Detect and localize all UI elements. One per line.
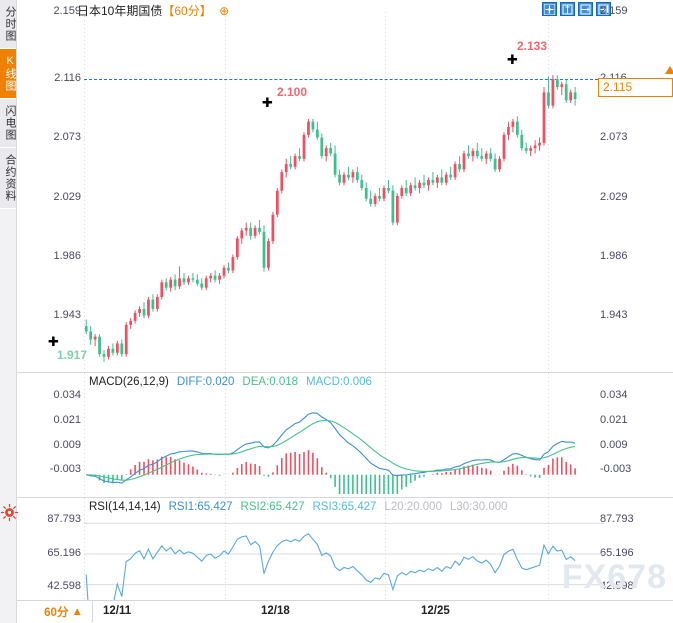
macd-axis-tick-right: 0.009 — [600, 439, 628, 451]
price-axis-tick-right: 1.943 — [600, 309, 628, 321]
macd-hist-value: MACD:0.006 — [306, 376, 372, 388]
instrument-name: 日本10年期国债 — [77, 4, 163, 18]
rsi2-value: RSI2:65.427 — [240, 501, 305, 513]
vertical-scale-icon[interactable] — [560, 2, 575, 16]
gridline — [548, 498, 549, 600]
marker-peak-icon: ✚ — [507, 52, 518, 67]
macd-dea-value: DEA:0.018 — [242, 376, 299, 388]
annotation-low: 1.917 — [57, 348, 88, 362]
rsi-axis-tick-right: 87.793 — [600, 513, 634, 525]
date-tick: 12/18 — [261, 605, 290, 617]
price-axis-tick-right: 1.986 — [600, 250, 628, 262]
left-sidebar: 分时图 K线图 闪电图 合约资料 — [0, 0, 17, 623]
sidebar-item-candle-chart[interactable]: K线图 — [0, 49, 16, 99]
rsi3-value: RSI3:65.427 — [312, 501, 377, 513]
rsi-axis-tick-left: 65.196 — [47, 547, 81, 559]
macd-axis-tick-right: 0.034 — [600, 389, 628, 401]
candlestick-series — [84, 75, 577, 363]
gridline — [385, 373, 386, 497]
alert-sun-icon[interactable] — [0, 503, 19, 522]
rsi-axis-tick-right: 65.196 — [600, 547, 634, 559]
price-axis-tick-right: 2.029 — [600, 191, 628, 203]
macd-axis-tick-left: 0.034 — [53, 389, 81, 401]
price-axis-tick-left: 2.159 — [53, 5, 81, 17]
panel-divider — [17, 497, 673, 498]
expand-right-icon[interactable] — [596, 2, 611, 16]
gridline — [385, 12, 386, 372]
gridline — [225, 373, 226, 497]
date-tick: 12/11 — [103, 605, 132, 617]
sidebar-item-time-chart[interactable]: 分时图 — [0, 0, 16, 49]
gridline — [225, 12, 226, 372]
price-axis-tick-left: 2.116 — [54, 72, 81, 84]
panel-divider — [17, 372, 673, 373]
macd-axis-tick-right: 0.021 — [600, 414, 628, 426]
chart-area: 日本10年期国债【60分】 ⊕ — [17, 0, 673, 623]
price-axis-tick-left: 2.029 — [53, 191, 81, 203]
rsi-l20-value: L20:20.000 — [384, 501, 442, 513]
macd-series — [86, 412, 576, 494]
rsi-panel: RSI(14,14,14) RSI1:65.427 RSI2:65.427 RSI3:… — [17, 498, 673, 600]
caret-up-icon: ▲ — [71, 605, 83, 618]
horizontal-scale-icon[interactable] — [578, 2, 593, 16]
gridline — [225, 498, 226, 600]
gridline — [548, 373, 549, 497]
crosshair-icon[interactable]: ⊕ — [219, 4, 230, 18]
sidebar-item-contract-info[interactable]: 合约资料 — [0, 148, 16, 209]
timeframe-selector[interactable]: 60分 ▲ — [35, 601, 93, 622]
rsi-series — [84, 522, 604, 600]
period-label: 【60分】 — [162, 4, 212, 18]
rsi-legend: RSI(14,14,14) RSI1:65.427 RSI2:65.427 RSI3:… — [89, 501, 516, 513]
macd-axis-tick-left: 0.021 — [53, 414, 81, 426]
gridline — [385, 498, 386, 600]
price-axis-tick-left: 2.073 — [53, 131, 81, 143]
macd-legend: MACD(26,12,9) DIFF:0.020 DEA:0.018 MACD:0.0… — [89, 376, 380, 388]
macd-diff-value: DIFF:0.020 — [176, 376, 235, 388]
rsi-l30-value: L30:30.000 — [449, 501, 508, 513]
marker-low-icon: ✚ — [48, 334, 59, 349]
price-axis-tick-right: 2.073 — [600, 131, 628, 143]
footer-bar: 60分 ▲ 12/11 12/18 12/25 — [17, 600, 673, 623]
date-tick: 12/25 — [421, 605, 450, 617]
macd-axis-tick-right: -0.003 — [600, 463, 632, 475]
chart-toolbar — [542, 2, 611, 16]
timeframe-label: 60分 — [44, 606, 69, 619]
price-axis-tick-left: 1.943 — [53, 309, 81, 321]
macd-panel: MACD(26,12,9) DIFF:0.020 DEA:0.018 MACD:0.0… — [17, 373, 673, 497]
price-axis-tick-left: 1.986 — [53, 250, 81, 262]
macd-axis-tick-left: 0.009 — [53, 439, 81, 451]
rsi-axis-tick-left: 42.598 — [47, 580, 81, 592]
move-crosshair-icon[interactable] — [542, 2, 557, 16]
marker-local-high-icon: ✚ — [262, 95, 273, 110]
page-title: 日本10年期国债【60分】 ⊕ — [77, 2, 229, 19]
price-axis-tick-right: 2.159 — [600, 5, 628, 17]
gridline — [84, 12, 85, 372]
macd-title: MACD(26,12,9) — [89, 376, 169, 388]
gridline — [84, 498, 85, 600]
annotation-peak: 2.133 — [517, 39, 548, 53]
current-price-line — [84, 79, 598, 80]
current-price-arrow-icon — [665, 66, 673, 74]
price-panel: 2.159 2.116 2.073 2.029 1.986 1.943 2.15… — [17, 0, 673, 372]
sidebar-item-lightning-chart[interactable]: 闪电图 — [0, 99, 16, 148]
current-price-tag[interactable]: 2.115 — [598, 78, 673, 97]
annotation-local-high: 2.100 — [277, 85, 308, 99]
rsi-title: RSI(14,14,14) — [89, 501, 161, 513]
rsi-axis-tick-right: 42.598 — [600, 580, 634, 592]
rsi-axis-tick-left: 87.793 — [47, 513, 81, 525]
rsi1-value: RSI1:65.427 — [168, 501, 233, 513]
gridline — [548, 12, 549, 372]
macd-axis-tick-left: -0.003 — [49, 463, 81, 475]
gridline — [84, 373, 85, 497]
